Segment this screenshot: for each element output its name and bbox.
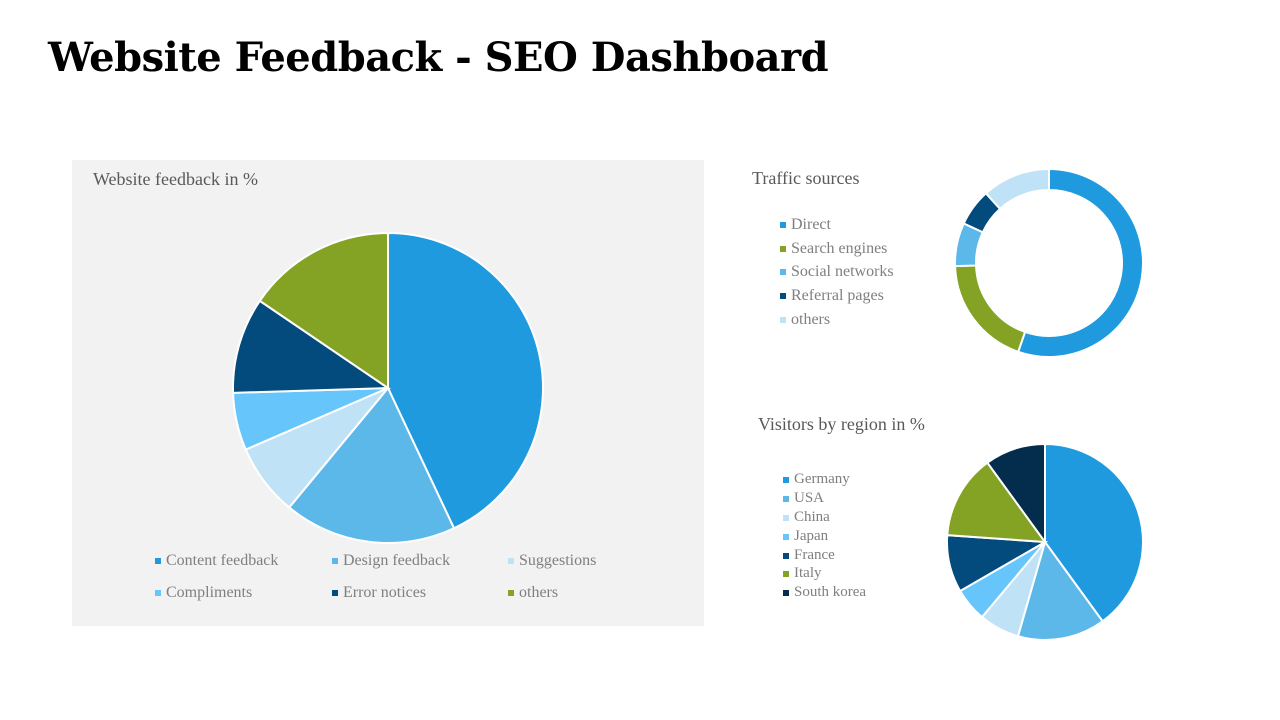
legend-item-germany: Germany bbox=[783, 471, 850, 488]
legend-swatch bbox=[783, 589, 789, 596]
legend-label: Error notices bbox=[343, 584, 427, 601]
region-chart-title: Visitors by region in % bbox=[758, 414, 925, 434]
legend-item-others: others bbox=[508, 584, 558, 602]
slice-italy bbox=[946, 461, 1048, 544]
legend-item-south-korea: South korea bbox=[783, 584, 866, 601]
legend-swatch bbox=[508, 558, 514, 564]
legend-swatch bbox=[783, 570, 789, 577]
legend-item-suggestions: Suggestions bbox=[508, 552, 596, 570]
region-pie-chart bbox=[946, 442, 1144, 641]
legend-swatch bbox=[783, 476, 789, 483]
legend-item-usa: USA bbox=[783, 490, 824, 507]
slice-content-feedback bbox=[387, 231, 544, 530]
legend-item-content-feedback: Content feedback bbox=[155, 552, 278, 570]
legend-item-italy: Italy bbox=[783, 565, 822, 582]
feedback-chart-title: Website feedback in % bbox=[93, 169, 258, 189]
legend-label: Social networks bbox=[791, 263, 894, 280]
legend-label: Referral pages bbox=[791, 287, 884, 304]
feedback-pie-chart bbox=[232, 231, 544, 544]
page-title: Website Feedback - SEO Dashboard bbox=[48, 34, 829, 81]
slice-search-engines bbox=[954, 264, 1027, 354]
legend-item-france: France bbox=[783, 547, 835, 564]
legend-label: South korea bbox=[794, 584, 867, 600]
legend-swatch bbox=[783, 552, 789, 559]
slice-others bbox=[984, 167, 1050, 211]
legend-label: China bbox=[794, 509, 830, 525]
legend-label: Compliments bbox=[166, 584, 253, 601]
slice-usa bbox=[1016, 539, 1105, 641]
legend-item-social-networks: Social networks bbox=[780, 263, 894, 281]
legend-label: Germany bbox=[794, 471, 850, 487]
legend-swatch bbox=[780, 317, 786, 323]
legend-label: others bbox=[519, 584, 559, 601]
legend-swatch bbox=[332, 558, 338, 564]
legend-label: others bbox=[791, 311, 831, 328]
legend-swatch bbox=[155, 590, 161, 596]
legend-label: Content feedback bbox=[166, 552, 279, 569]
legend-item-japan: Japan bbox=[783, 528, 828, 545]
legend-label: Direct bbox=[791, 216, 831, 233]
legend-swatch bbox=[780, 293, 786, 299]
legend-swatch bbox=[780, 269, 786, 275]
legend-item-compliments: Compliments bbox=[155, 584, 252, 602]
legend-swatch bbox=[783, 514, 789, 521]
legend-label: USA bbox=[794, 490, 825, 506]
legend-label: Design feedback bbox=[343, 552, 451, 569]
legend-swatch bbox=[155, 558, 161, 564]
legend-swatch bbox=[783, 495, 789, 502]
slice-germany bbox=[1044, 442, 1144, 623]
slice-south-korea bbox=[986, 442, 1046, 546]
legend-item-error-notices: Error notices bbox=[332, 584, 426, 602]
slice-design-feedback bbox=[287, 386, 456, 544]
legend-item-design-feedback: Design feedback bbox=[332, 552, 450, 570]
traffic-chart-title: Traffic sources bbox=[752, 168, 860, 188]
legend-swatch bbox=[508, 590, 514, 596]
legend-swatch bbox=[780, 246, 786, 252]
traffic-donut-chart bbox=[954, 167, 1144, 358]
legend-label: Japan bbox=[794, 528, 829, 544]
slice-direct bbox=[1016, 167, 1144, 358]
legend-swatch bbox=[780, 222, 786, 228]
legend-item-china: China bbox=[783, 509, 830, 526]
legend-swatch bbox=[332, 590, 338, 596]
legend-item-search-engines: Search engines bbox=[780, 240, 887, 258]
legend-label: Italy bbox=[794, 565, 822, 581]
legend-item-referral-pages: Referral pages bbox=[780, 287, 884, 305]
slice-error-notices bbox=[232, 299, 392, 394]
legend-swatch bbox=[783, 533, 789, 540]
feedback-chart-panel: Website feedback in % Content feedback D… bbox=[72, 160, 704, 626]
legend-label: Search engines bbox=[791, 240, 888, 257]
legend-label: France bbox=[794, 547, 835, 563]
legend-item-traffic-others: others bbox=[780, 311, 830, 329]
slice-others bbox=[258, 231, 389, 390]
legend-item-direct: Direct bbox=[780, 216, 831, 234]
legend-label: Suggestions bbox=[519, 552, 597, 569]
